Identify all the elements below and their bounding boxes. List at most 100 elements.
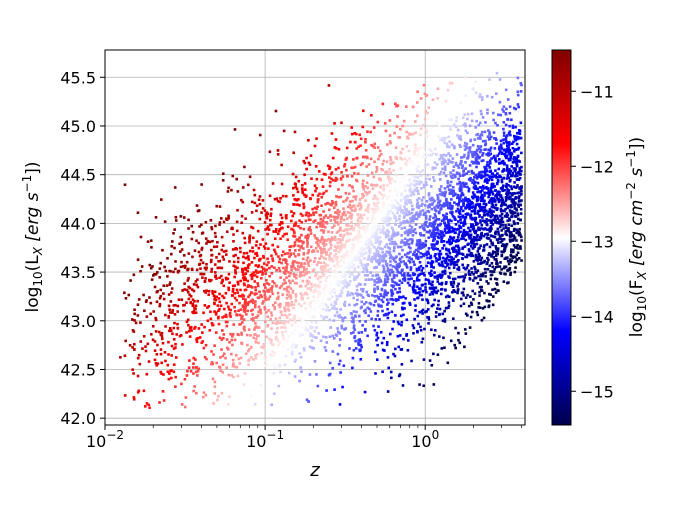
scatter-point xyxy=(307,249,310,252)
scatter-point xyxy=(505,89,508,92)
scatter-point xyxy=(340,171,343,174)
scatter-point xyxy=(155,319,158,322)
scatter-point xyxy=(294,375,297,378)
scatter-point xyxy=(413,263,416,266)
scatter-point xyxy=(355,195,358,198)
scatter-point xyxy=(191,256,194,259)
scatter-point xyxy=(376,344,379,347)
scatter-point xyxy=(378,254,381,257)
scatter-point xyxy=(400,246,403,249)
scatter-point xyxy=(329,166,332,169)
scatter-point xyxy=(246,280,249,283)
scatter-point xyxy=(422,124,425,127)
scatter-point xyxy=(240,221,243,224)
scatter-point xyxy=(152,310,155,313)
scatter-point xyxy=(443,222,446,225)
scatter-point xyxy=(507,184,510,187)
scatter-point xyxy=(497,180,500,183)
scatter-point xyxy=(162,373,165,376)
scatter-point xyxy=(397,202,400,205)
scatter-point xyxy=(310,232,313,235)
scatter-point xyxy=(406,252,409,255)
scatter-point xyxy=(371,257,374,260)
scatter-point xyxy=(294,235,297,238)
scatter-point xyxy=(431,274,434,277)
scatter-point xyxy=(512,212,515,215)
scatter-point xyxy=(180,383,183,386)
scatter-point xyxy=(365,156,368,159)
scatter-point xyxy=(167,315,170,318)
scatter-point xyxy=(509,206,512,209)
scatter-point xyxy=(278,261,281,264)
scatter-point xyxy=(152,274,155,277)
scatter-point xyxy=(421,146,424,149)
scatter-point xyxy=(253,257,256,260)
scatter-point xyxy=(302,271,305,274)
scatter-point xyxy=(174,385,177,388)
scatter-point xyxy=(304,182,307,185)
scatter-point xyxy=(360,301,363,304)
scatter-point xyxy=(302,241,305,244)
scatter-point xyxy=(503,162,506,165)
scatter-point xyxy=(452,250,455,253)
scatter-point xyxy=(339,403,342,406)
scatter-point xyxy=(478,95,481,98)
scatter-point xyxy=(303,274,306,277)
scatter-point xyxy=(425,181,428,184)
scatter-point xyxy=(487,154,490,157)
scatter-point xyxy=(220,348,223,351)
scatter-point xyxy=(412,253,415,256)
scatter-point xyxy=(133,313,136,316)
scatter-point xyxy=(273,393,276,396)
scatter-point xyxy=(374,329,377,332)
scatter-point xyxy=(297,180,300,183)
scatter-point xyxy=(450,175,453,178)
scatter-point xyxy=(333,265,336,268)
scatter-point xyxy=(449,236,452,239)
scatter-point xyxy=(312,212,315,215)
scatter-point xyxy=(517,94,520,97)
scatter-point xyxy=(398,266,401,269)
scatter-point xyxy=(269,354,272,357)
scatter-point xyxy=(255,316,258,319)
scatter-point xyxy=(333,388,336,391)
scatter-point xyxy=(315,137,318,140)
scatter-point xyxy=(517,90,520,93)
scatter-point xyxy=(367,192,370,195)
scatter-point xyxy=(512,167,515,170)
scatter-point xyxy=(387,267,390,270)
scatter-point xyxy=(317,385,320,388)
scatter-point xyxy=(230,353,233,356)
scatter-point xyxy=(291,346,294,349)
scatter-point xyxy=(384,278,387,281)
scatter-point xyxy=(514,192,517,195)
scatter-point xyxy=(519,167,522,170)
scatter-point xyxy=(493,155,496,158)
scatter-point xyxy=(331,132,334,135)
scatter-point xyxy=(338,295,341,298)
scatter-point xyxy=(310,154,313,157)
scatter-point xyxy=(492,183,495,186)
scatter-point xyxy=(446,257,449,260)
scatter-point xyxy=(448,140,451,143)
scatter-point xyxy=(334,314,337,317)
scatter-point xyxy=(227,190,230,193)
scatter-point xyxy=(364,328,367,331)
scatter-point xyxy=(513,223,516,226)
scatter-point xyxy=(469,278,472,281)
scatter-point xyxy=(335,195,338,198)
scatter-point xyxy=(463,222,466,225)
scatter-point xyxy=(267,261,270,264)
scatter-point xyxy=(285,355,288,358)
scatter-point xyxy=(426,112,429,115)
scatter-point xyxy=(464,94,467,97)
scatter-point xyxy=(518,232,521,235)
scatter-point xyxy=(304,262,307,265)
scatter-point xyxy=(228,273,231,276)
scatter-point xyxy=(151,265,154,268)
scatter-point xyxy=(413,318,416,321)
scatter-point xyxy=(139,340,142,343)
scatter-point xyxy=(219,369,222,372)
scatter-point xyxy=(388,198,391,201)
scatter-point xyxy=(514,175,517,178)
